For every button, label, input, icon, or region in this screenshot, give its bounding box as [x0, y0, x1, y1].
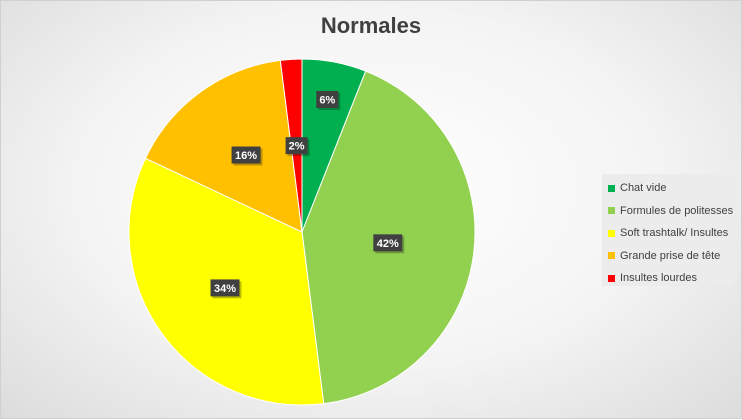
legend-item: Chat vide: [608, 177, 735, 200]
legend-label: Grande prise de tête: [620, 249, 721, 262]
legend-item: Insultes lourdes: [608, 267, 735, 290]
legend-item: Soft trashtalk/ Insultes: [608, 222, 735, 245]
data-label-2: 42%: [373, 234, 405, 254]
legend-swatch: [608, 207, 615, 215]
data-label-5: 2%: [285, 137, 310, 157]
legend-label: Soft trashtalk/ Insultes: [620, 227, 729, 240]
legend-swatch: [608, 252, 615, 260]
pie-slice-4: [144, 59, 303, 233]
legend-swatch: [608, 229, 615, 237]
chart-legend: Chat vide Formules de politesses Soft tras…: [602, 174, 735, 286]
legend-label: Chat vide: [620, 182, 667, 195]
legend-label: Insultes lourdes: [620, 272, 698, 285]
legend-item: Formules de politesses: [608, 200, 735, 223]
chart-title: Normales: [320, 13, 422, 38]
data-label-3: 34%: [210, 279, 242, 299]
legend-item: Grande prise de tête: [608, 245, 735, 268]
data-label-1: 6%: [316, 90, 341, 110]
data-label-text: 42%: [377, 238, 399, 250]
legend-swatch: [608, 184, 615, 192]
data-label-text: 2%: [289, 141, 305, 153]
data-label-text: 34%: [214, 283, 236, 295]
data-label-text: 6%: [319, 94, 335, 106]
legend-swatch: [608, 274, 615, 282]
legend-label: Formules de politesses: [620, 204, 734, 217]
data-label-4: 16%: [231, 146, 263, 166]
data-label-text: 16%: [235, 150, 257, 162]
